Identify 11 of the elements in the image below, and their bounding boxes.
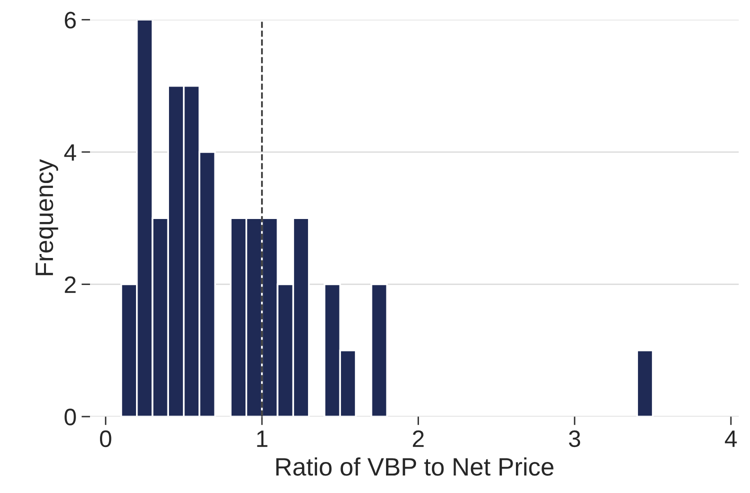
y-tick-label: 6 (64, 12, 76, 29)
y-tick-label: 4 (64, 144, 76, 161)
x-tick-label: 3 (568, 430, 580, 448)
x-tick-label: 0 (100, 430, 112, 448)
x-tick-label: 1 (257, 430, 268, 447)
y-axis-title: Frequency (36, 159, 58, 276)
x-tick-label: 2 (412, 430, 424, 447)
x-axis-title: Ratio of VBP to Net Price (276, 457, 554, 476)
y-tick-label: 2 (64, 276, 76, 293)
y-tick-label: 0 (64, 408, 76, 426)
x-tick-label: 4 (724, 430, 737, 447)
